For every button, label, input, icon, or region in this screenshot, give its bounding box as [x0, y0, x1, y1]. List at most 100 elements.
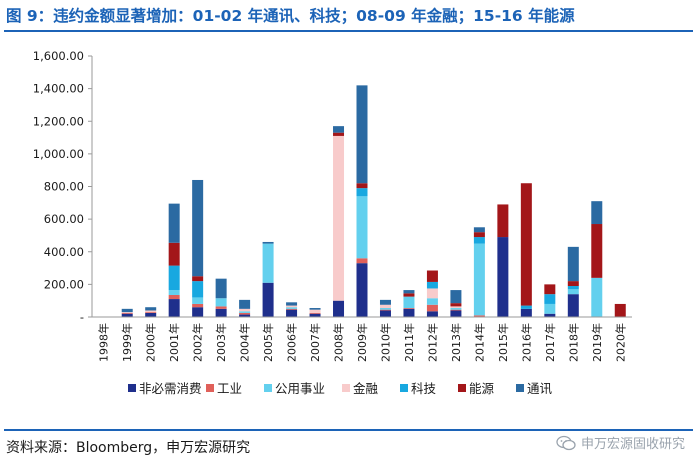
- y-tick-label: 600.00: [44, 212, 84, 226]
- legend-swatch: [128, 384, 136, 392]
- bar-segment: [239, 312, 251, 315]
- bar-segment: [356, 258, 368, 264]
- bar-segment: [403, 308, 415, 317]
- x-tick-label: 2017年: [543, 323, 557, 362]
- bar-segment: [239, 299, 251, 309]
- wechat-icon: [556, 435, 576, 450]
- bar-segment: [192, 276, 204, 282]
- bar-segment: [379, 308, 391, 310]
- x-tick-label: 1998年: [97, 323, 111, 362]
- y-tick-label: 400.00: [44, 245, 84, 259]
- legend-swatch: [342, 384, 350, 392]
- x-tick-label: 2001年: [167, 323, 181, 362]
- y-tick-label: 1,200.00: [33, 114, 84, 128]
- bar-segment: [239, 308, 251, 312]
- x-tick-label: 2013年: [449, 323, 463, 362]
- y-tick-label: 800.00: [44, 180, 84, 194]
- bar-segment: [520, 308, 532, 317]
- bar-segment: [567, 289, 579, 295]
- bar-segment: [309, 313, 321, 317]
- bar-segment: [168, 294, 180, 300]
- legend-label: 公用事业: [275, 381, 325, 396]
- legend-label: 工业: [217, 381, 242, 396]
- bar-segment: [379, 310, 391, 317]
- y-tick-label: 200.00: [44, 277, 84, 291]
- x-tick-label: 2011年: [402, 323, 416, 362]
- y-tick-label: 1,000.00: [33, 147, 84, 161]
- bar-segment: [379, 299, 391, 305]
- y-tick-label: 1,600.00: [33, 49, 84, 63]
- legend-label: 科技: [411, 381, 437, 396]
- bar-segment: [168, 242, 180, 266]
- bar-segment: [121, 312, 133, 313]
- bar-segment: [333, 300, 345, 317]
- figure-title: 图 9：违约金额显著增加：01-02 年通讯、科技；08-09 年金融；15-1…: [6, 7, 575, 25]
- bar-segment: [403, 308, 415, 309]
- bar-segment: [168, 203, 180, 243]
- source-note: 资料来源：Bloomberg，申万宏源研究: [6, 440, 251, 456]
- title-divider: [4, 30, 693, 32]
- bar-segment: [145, 307, 157, 311]
- x-tick-label: 1999年: [120, 323, 134, 362]
- x-tick-label: 2012年: [425, 323, 439, 362]
- bar-segment: [403, 290, 415, 294]
- bar-segment: [145, 312, 157, 313]
- x-tick-label: 2004年: [238, 323, 252, 362]
- bar-segment: [520, 305, 532, 309]
- legend-swatch: [400, 384, 408, 392]
- y-axis: - 200.00 400.00 600.00 800.00 1,000.00 1,200.0…: [33, 49, 93, 324]
- legend-label: 通讯: [527, 381, 553, 396]
- bar-segment: [309, 309, 321, 313]
- bar-segment: [121, 312, 133, 314]
- stacked-bar-chart: - 200.00 400.00 600.00 800.00 1,000.00 1,200.0…: [33, 49, 632, 396]
- bar-segment: [567, 286, 579, 290]
- bar-segment: [379, 309, 391, 311]
- y-tick-label: 1,400.00: [33, 82, 84, 96]
- bar-segment: [450, 309, 462, 311]
- bar-segment: [544, 294, 556, 304]
- x-tick-label: 2002年: [191, 323, 205, 362]
- bar-segment: [567, 281, 579, 287]
- bar-segment: [403, 293, 415, 297]
- x-axis: 1998年 1999年 2000年 2001年 2002年 2003年 2004年 2005年…: [92, 316, 632, 362]
- bar-segment: [333, 132, 345, 136]
- bar-segment: [426, 311, 438, 317]
- bar-segment: [192, 281, 204, 298]
- bar-segment: [215, 306, 227, 309]
- bar-segment: [168, 290, 180, 295]
- bar-segment: [192, 303, 204, 308]
- bar-segment: [426, 288, 438, 299]
- bar-segment: [286, 305, 298, 308]
- chart-legend: 非必需消费 工业 公用事业 金融 科技 能源 通讯: [128, 381, 553, 396]
- bar-segment: [215, 278, 227, 299]
- x-tick-label: 2010年: [378, 323, 392, 362]
- bar-segment: [544, 313, 556, 317]
- bar-segment: [426, 270, 438, 282]
- bar-segment: [239, 311, 251, 313]
- bar-segment: [473, 227, 485, 233]
- bar-segment: [450, 303, 462, 307]
- y-tick-label: -: [80, 310, 84, 324]
- bar-segment: [262, 282, 274, 317]
- x-tick-label: 2016年: [519, 323, 533, 362]
- watermark-text: 申万宏源固收研究: [580, 437, 685, 452]
- legend-swatch: [206, 384, 214, 392]
- footer-divider: [4, 429, 693, 431]
- bar-segment: [121, 313, 133, 317]
- bar-segment: [450, 310, 462, 317]
- bar-segment: [192, 297, 204, 304]
- bar-segment: [168, 265, 180, 291]
- x-tick-label: 2006年: [285, 323, 299, 362]
- bar-segment: [520, 183, 532, 306]
- bar-segment: [309, 308, 321, 310]
- bar-segment: [567, 294, 579, 317]
- bar-segment: [497, 204, 509, 238]
- bar-segment: [403, 296, 415, 309]
- bar-segment: [591, 277, 603, 317]
- legend-swatch: [264, 384, 272, 392]
- bar-segment: [473, 315, 485, 317]
- x-tick-label: 2018年: [566, 323, 580, 362]
- bar-segment: [215, 298, 227, 307]
- bar-segment: [286, 308, 298, 310]
- bar-series-group: [121, 85, 626, 317]
